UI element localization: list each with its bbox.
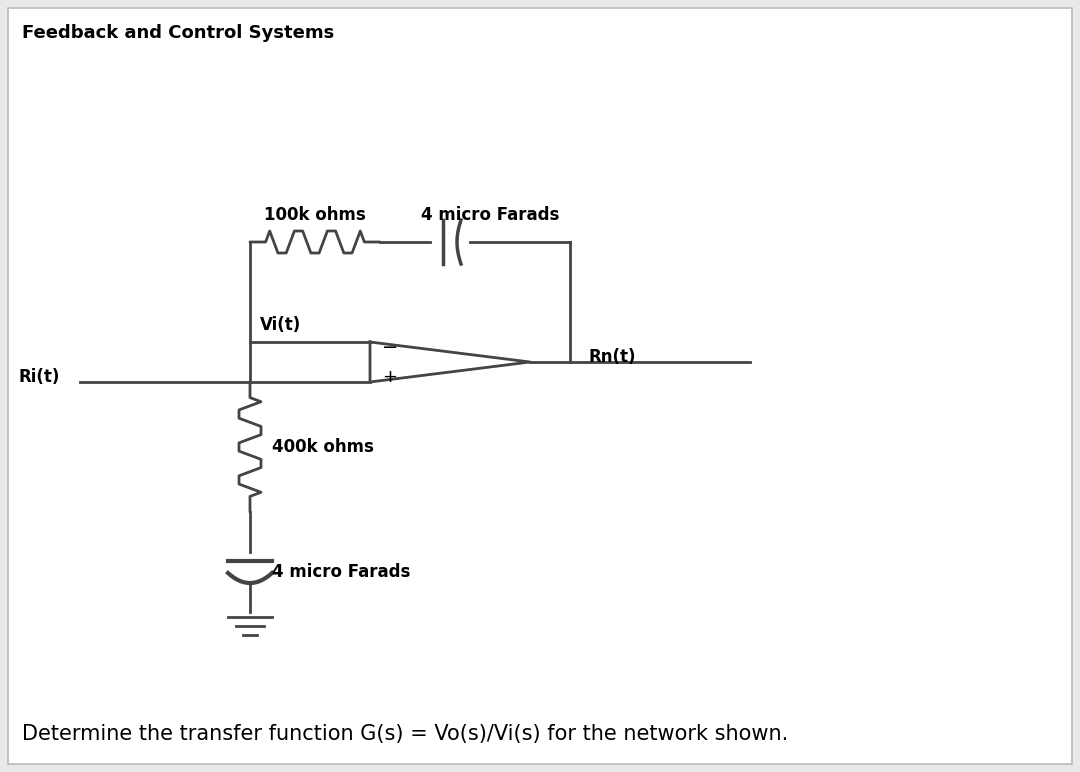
Text: 4 micro Farads: 4 micro Farads [272, 563, 410, 581]
Text: Feedback and Control Systems: Feedback and Control Systems [22, 24, 334, 42]
FancyBboxPatch shape [8, 8, 1072, 764]
Text: Determine the transfer function G(s) = Vo(s)/Vi(s) for the network shown.: Determine the transfer function G(s) = V… [22, 724, 788, 744]
Text: 100k ohms: 100k ohms [265, 206, 366, 224]
Text: 4 micro Farads: 4 micro Farads [421, 206, 559, 224]
Text: −: − [382, 338, 399, 357]
Text: Ri(t): Ri(t) [18, 368, 59, 386]
Text: 400k ohms: 400k ohms [272, 438, 374, 456]
Text: Rn(t): Rn(t) [588, 348, 635, 366]
Text: Vi(t): Vi(t) [260, 316, 301, 334]
Text: +: + [382, 368, 397, 386]
